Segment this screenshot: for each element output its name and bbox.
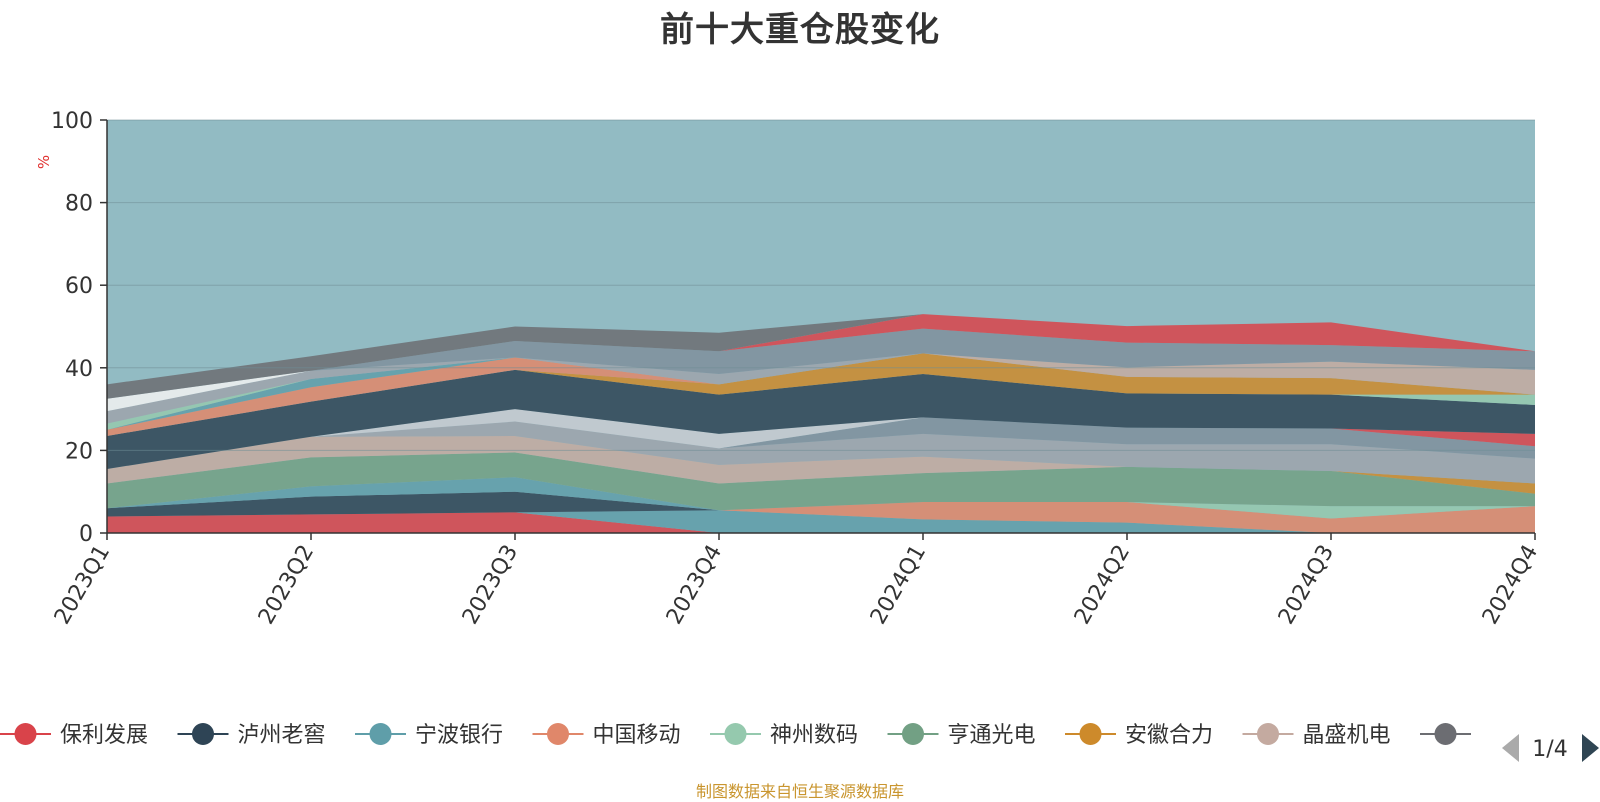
x-tick-label: 2024Q4	[1478, 541, 1543, 629]
area-series-4	[107, 491, 1535, 517]
legend-label: 保利发展	[60, 723, 148, 748]
legend-circle-marker	[547, 723, 569, 745]
area-series-23	[107, 314, 1535, 399]
source-note: 制图数据来自恒生聚源数据库	[695, 782, 904, 801]
legend: 保利发展 泸州老窖 宁波银行 中国移动 神州数码 亨通光电 安徽合力 晶盛机电	[0, 723, 1471, 748]
area-series-1	[107, 510, 1535, 533]
y-tick-label: 40	[65, 357, 93, 382]
y-tick-label: 80	[65, 192, 93, 217]
legend-label: 晶盛机电	[1303, 723, 1391, 748]
legend-label: 宁波银行	[415, 723, 503, 748]
area-series-5	[107, 477, 1535, 511]
area-series-9	[107, 421, 1535, 484]
chart-title: 前十大重仓股变化	[660, 10, 940, 50]
area-series-15	[107, 353, 1535, 436]
area-series-2	[107, 502, 1535, 533]
area-series-6	[107, 452, 1535, 511]
legend-item[interactable]: 中国移动	[532, 723, 681, 748]
x-tick-label: 2023Q1	[50, 541, 115, 629]
legend-circle-marker	[192, 723, 214, 745]
legend-item[interactable]	[1420, 723, 1471, 745]
legend-item[interactable]: 宁波银行	[355, 723, 503, 748]
legend-item[interactable]: 保利发展	[0, 723, 148, 748]
x-tick-label: 2023Q4	[662, 541, 727, 629]
legend-page-indicator: 1/4	[1532, 737, 1567, 762]
x-tick-label: 2024Q1	[866, 541, 931, 629]
y-axis-unit-label: %	[35, 155, 53, 169]
legend-item[interactable]: 安徽合力	[1065, 723, 1213, 748]
area-series-16	[107, 353, 1535, 436]
area-series-19	[107, 353, 1535, 424]
y-tick-label: 20	[65, 439, 93, 464]
area-series-12	[107, 409, 1535, 469]
legend-circle-marker	[724, 723, 747, 745]
area-series-13	[107, 369, 1535, 469]
legend-label: 神州数码	[770, 723, 858, 748]
y-tick-label: 0	[79, 522, 93, 547]
area-series-3	[107, 502, 1535, 519]
x-tick-label: 2023Q3	[458, 541, 523, 629]
grid-lines	[107, 119, 1535, 451]
legend-circle-marker	[902, 723, 924, 745]
legend-item[interactable]: 晶盛机电	[1242, 723, 1391, 748]
legend-circle-marker	[1257, 723, 1279, 745]
y-tick-label: 60	[65, 274, 93, 299]
area-series-0	[107, 512, 1535, 533]
x-tick-label: 2024Q2	[1070, 541, 1135, 629]
x-tick-label: 2024Q3	[1274, 541, 1339, 629]
legend-circle-marker	[1434, 723, 1457, 745]
legend-label: 中国移动	[593, 723, 681, 748]
legend-item[interactable]: 亨通光电	[887, 723, 1036, 748]
legend-prev-arrow-icon[interactable]	[1502, 734, 1519, 762]
legend-pager: 1/4	[1502, 734, 1599, 762]
y-axis-ticks: 0 20 40 60 80 100	[51, 109, 107, 547]
y-tick-label: 100	[51, 109, 93, 134]
legend-circle-marker	[369, 723, 392, 745]
area-series-21	[107, 328, 1535, 412]
area-series-8	[107, 435, 1535, 484]
legend-circle-marker	[1079, 723, 1102, 745]
area-series-24	[107, 314, 1535, 399]
legend-label: 亨通光电	[948, 723, 1036, 748]
legend-circle-marker	[14, 723, 37, 745]
legend-label: 安徽合力	[1125, 723, 1213, 748]
legend-item[interactable]: 泸州老窖	[177, 723, 326, 748]
legend-next-arrow-icon[interactable]	[1582, 734, 1599, 762]
x-axis-ticks: 2023Q1 2023Q2 2023Q3 2023Q4 2024Q1 2024Q2 2024…	[50, 533, 1543, 629]
x-tick-label: 2023Q2	[254, 541, 319, 629]
area-series-10	[107, 417, 1535, 469]
axes	[106, 120, 1535, 534]
legend-label: 泸州老窖	[238, 723, 326, 748]
legend-item[interactable]: 神州数码	[710, 723, 858, 748]
